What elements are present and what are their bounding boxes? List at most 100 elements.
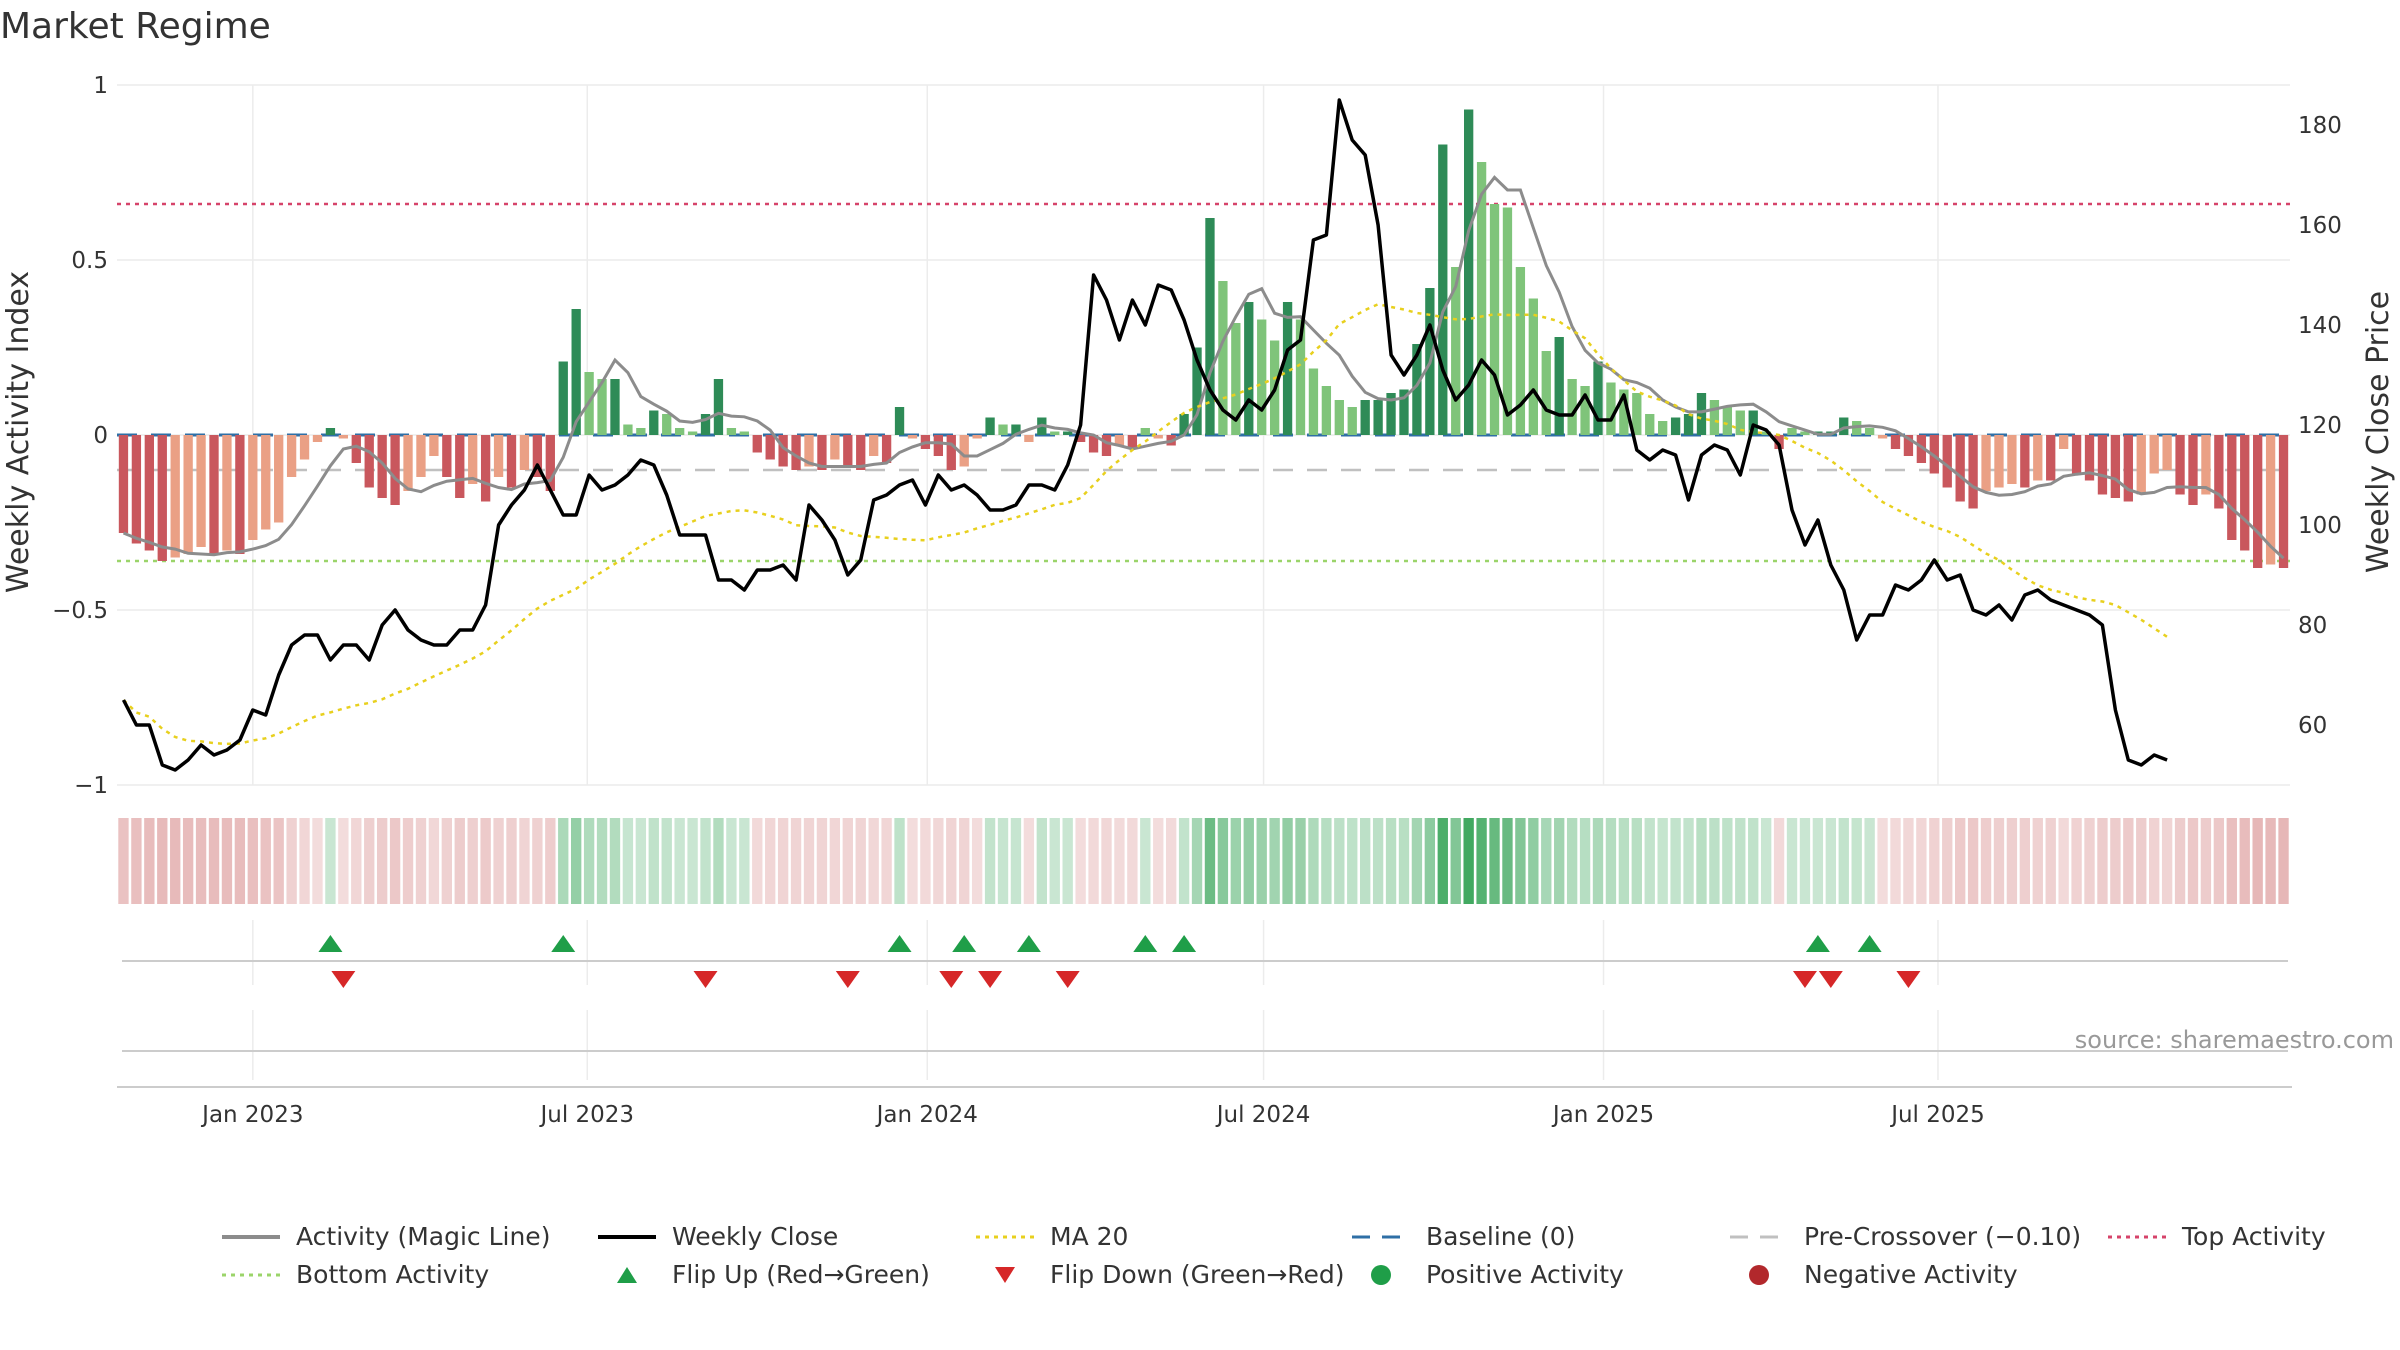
legend-label: Flip Down (Green→Red)	[1050, 1260, 1345, 1289]
activity-bar	[131, 435, 142, 544]
legend-item-positive: Positive Activity	[1352, 1260, 1624, 1289]
flip-up-marker	[1172, 935, 1197, 952]
heat-strip-cell	[182, 818, 194, 904]
heat-strip-cell	[558, 818, 569, 904]
heat-strip-cell	[583, 818, 595, 904]
heat-strip-cell	[726, 818, 737, 904]
x-axis: Jan 2023 Jul 2023 Jan 2024 Jul 2024 Jan 2025…	[117, 1086, 2292, 1128]
heat-strip-cell	[2045, 818, 2056, 904]
heat-strip-cell	[790, 818, 802, 904]
heat-strip-cell	[1541, 818, 1552, 904]
heat-strip-cell	[2110, 818, 2121, 904]
heat-strip-cell	[1243, 818, 1254, 904]
activity-bar	[662, 414, 672, 435]
activity-bar	[1192, 347, 1202, 435]
legend-line-icon	[598, 1234, 656, 1239]
heat-strip-cell	[364, 818, 375, 904]
legend-label: Negative Activity	[1804, 1260, 2018, 1289]
heat-strip-cell	[1786, 818, 1798, 904]
heat-strip-cell	[1256, 818, 1267, 904]
legend-item-activity: Activity (Magic Line)	[222, 1222, 550, 1251]
heat-strip-cell	[493, 818, 504, 904]
heat-strip-cell	[1631, 818, 1642, 904]
activity-bar	[455, 435, 465, 498]
heat-strip-cell	[144, 818, 155, 904]
activity-bar	[1464, 109, 1474, 435]
activity-bar	[1347, 407, 1357, 435]
activity-bar	[1334, 400, 1344, 435]
flip-up-marker	[318, 935, 343, 952]
left-axis-tick-label: −1	[74, 773, 108, 799]
heat-strip-cell	[247, 818, 258, 904]
activity-bar	[506, 435, 517, 488]
heat-strip-cell	[1579, 818, 1591, 904]
activity-bar	[791, 435, 801, 470]
x-axis-tick-label: Jul 2025	[1889, 1102, 1985, 1128]
reference-lines	[117, 202, 2290, 563]
heat-strip-cell	[1282, 818, 1293, 904]
heat-strip-cell	[118, 818, 129, 904]
heat-strip-cell	[273, 818, 284, 904]
flip-down-marker	[978, 971, 1003, 988]
activity-bar	[1295, 319, 1306, 435]
activity-bar	[1916, 435, 1927, 463]
right-axis-title: Weekly Close Price	[2361, 291, 2396, 573]
left-axis-tick-label: −0.5	[52, 598, 108, 624]
legend-label: Positive Activity	[1426, 1260, 1624, 1289]
activity-bar	[1321, 386, 1332, 435]
flip-down-marker	[693, 971, 718, 988]
heat-strip-cell	[1191, 818, 1203, 904]
activity-bar	[881, 435, 892, 463]
activity-bar	[1205, 218, 1215, 435]
activity-bar	[1683, 414, 1694, 435]
activity-bar	[2046, 435, 2056, 481]
legend-label: Activity (Magic Line)	[296, 1222, 551, 1251]
heat-strip-cell	[1230, 818, 1242, 904]
activity-bars	[118, 109, 2289, 568]
heat-strip-cell	[1773, 818, 1785, 904]
x-axis-tick-label: Jan 2023	[200, 1102, 303, 1128]
activity-bar	[1774, 435, 1784, 449]
legend-line-icon	[1730, 1235, 1788, 1238]
activity-bar	[1632, 393, 1642, 435]
heat-strip-cell	[713, 818, 724, 904]
heat-strip-cell	[1502, 818, 1513, 904]
circle-icon	[1749, 1264, 1769, 1285]
activity-bar	[1787, 428, 1797, 435]
activity-bar	[196, 435, 206, 547]
triangle-down-icon	[995, 1266, 1015, 1283]
activity-bar	[1476, 162, 1487, 435]
activity-bar	[429, 435, 439, 456]
heat-strip-cell	[855, 818, 866, 904]
activity-bar	[1024, 435, 1034, 442]
activity-bar	[1373, 400, 1383, 435]
heat-strip-cell	[338, 818, 349, 904]
heat-strip-cell	[312, 818, 323, 904]
activity-bar	[1075, 435, 1086, 442]
activity-bar	[985, 417, 995, 435]
heat-strip-cell	[946, 818, 957, 904]
heat-strip-cell	[221, 818, 233, 904]
heat-strip-cell	[1476, 818, 1487, 904]
activity-bar	[1489, 204, 1500, 435]
flip-down-marker	[1792, 971, 1817, 988]
activity-bar	[364, 435, 374, 488]
activity-bar	[1451, 267, 1461, 435]
left-axis-tick-label: 0	[93, 423, 108, 449]
heat-strip-cell	[984, 818, 996, 904]
activity-bar	[1567, 379, 1577, 435]
activity-magic-line	[122, 175, 2285, 560]
activity-bar	[1839, 417, 1849, 435]
heat-strip	[118, 818, 2289, 904]
flip-down-marker	[1818, 971, 1843, 988]
activity-bar	[739, 431, 749, 435]
heat-strip-cell	[1321, 818, 1332, 904]
heat-strip-cell	[1308, 818, 1319, 904]
activity-bar	[351, 435, 361, 463]
heat-strip-cell	[1993, 818, 2005, 904]
heat-strip-cell	[971, 818, 983, 904]
heat-strip-cell	[286, 818, 297, 904]
heat-strip-cell	[765, 818, 776, 904]
flip-down-marker	[1896, 971, 1921, 988]
activity-bar	[2240, 435, 2250, 551]
